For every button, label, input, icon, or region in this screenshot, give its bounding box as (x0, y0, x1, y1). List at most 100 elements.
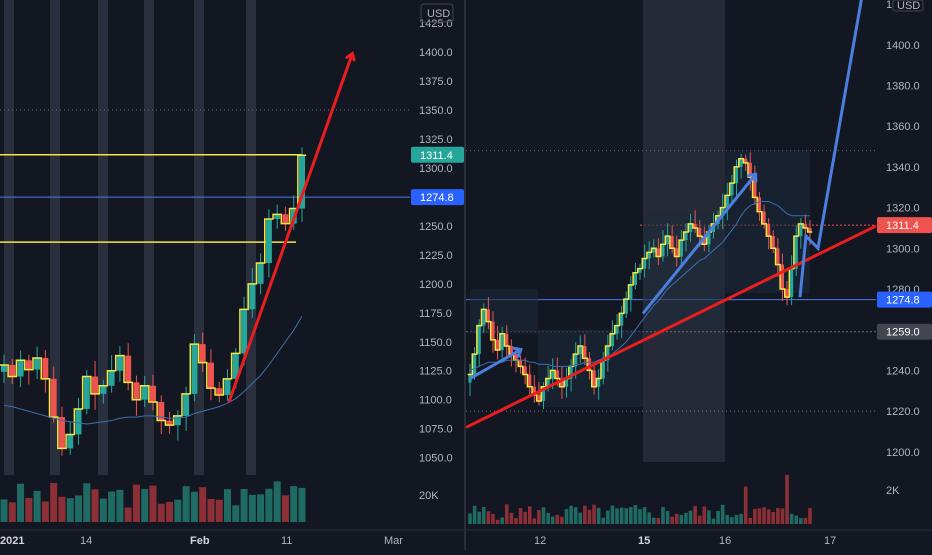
candle-body (265, 218, 272, 263)
y-tick-label: 1225.0 (419, 250, 453, 262)
left-session-bar (50, 0, 60, 475)
candle-body (509, 345, 513, 355)
x-tick-label: 2021 (0, 535, 24, 547)
candle-body (42, 357, 49, 379)
volume-bar (491, 513, 495, 524)
candle-body (780, 264, 785, 290)
volume-bar (583, 505, 587, 524)
candle-body (652, 248, 656, 253)
candle-body (601, 360, 605, 379)
y-tick-label: 1400.0 (419, 47, 453, 59)
candle-body (133, 382, 140, 400)
candle-body (725, 195, 729, 208)
volume-bar (550, 516, 555, 524)
volume-bar (670, 516, 674, 524)
y-tick-label: 1200.0 (886, 447, 920, 459)
candle-body (34, 357, 41, 370)
volume-bar (481, 506, 486, 524)
price-badge (877, 291, 932, 308)
x-tick-label: 14 (80, 535, 92, 547)
volume-bar (224, 489, 231, 522)
volume-bar (58, 496, 66, 522)
volume-bar (207, 498, 215, 522)
volume-bar (610, 505, 615, 524)
volume-bar (693, 506, 697, 524)
candle-body (551, 370, 555, 379)
volume-bar (647, 512, 651, 524)
volume-bar (679, 514, 684, 524)
volume-bar (803, 517, 808, 524)
candle-body (707, 232, 711, 245)
candle-body (785, 289, 789, 298)
red-trendline (466, 224, 876, 429)
volume-bar (734, 514, 739, 524)
y-tick-label: 1100.0 (419, 395, 452, 407)
volume-bar (651, 517, 656, 524)
yellow-step-overlay (467, 157, 813, 402)
candle-body (730, 183, 734, 196)
candle-body (158, 402, 165, 421)
volume-bar (477, 511, 481, 524)
candle-body (150, 385, 156, 403)
candle-body (537, 394, 541, 401)
candle-body (624, 299, 628, 314)
volume-bar (281, 495, 289, 522)
candle-body (1, 364, 7, 372)
candle-body (794, 236, 798, 269)
candle-body (92, 376, 99, 394)
candle-body (199, 344, 206, 363)
moving-average-line (469, 200, 810, 371)
y-tick-label: 1300.0 (886, 243, 920, 255)
volume-bar (665, 511, 670, 524)
volume-bar (290, 486, 298, 522)
candle-body (670, 236, 674, 249)
candle-body (592, 370, 596, 387)
moving-average-line (3, 316, 303, 425)
volume-bar (711, 518, 716, 524)
left-session-bar (98, 0, 108, 475)
candle-body (610, 333, 615, 346)
volume-bar (725, 514, 730, 524)
volume-bar (789, 513, 794, 524)
candle-body (528, 374, 532, 387)
candle-body (75, 408, 82, 435)
volume-bar (766, 509, 771, 524)
volume-bar (615, 508, 619, 524)
candle-body (9, 364, 16, 377)
volume-bar (527, 506, 532, 524)
candle-body (762, 211, 766, 224)
x-tick-label: 16 (719, 535, 731, 547)
blue-path-arrow (469, 350, 520, 380)
candle-body (776, 248, 780, 265)
volume-bar (495, 519, 500, 524)
candle-body (574, 354, 578, 367)
candle-body (748, 162, 752, 178)
candle-body (257, 262, 264, 284)
currency-box[interactable] (892, 0, 924, 12)
candle-body (224, 378, 231, 396)
candle-body (633, 272, 638, 285)
blue-path-arrow (641, 175, 755, 315)
price-badge-label: 1259.0 (886, 327, 920, 339)
candle-body (472, 354, 477, 375)
y-tick-label: 1300.0 (419, 163, 453, 175)
candle-body (495, 339, 500, 351)
y-tick-label: 1200.0 (419, 279, 453, 291)
candle-body (587, 358, 592, 371)
volume-bar (190, 491, 198, 522)
volume-bar (0, 499, 8, 522)
candle-body (739, 158, 743, 167)
volume-bar (564, 509, 569, 524)
volume-bar (753, 508, 757, 524)
y-tick-label: 1400.0 (886, 40, 920, 52)
candle-body (638, 268, 642, 273)
currency-box[interactable] (420, 3, 454, 23)
candle-body (629, 284, 633, 300)
candle-body (799, 223, 803, 237)
candle-body (546, 378, 550, 387)
volume-bar (232, 505, 240, 522)
candle-body (500, 333, 504, 351)
volume-bar (83, 483, 91, 522)
